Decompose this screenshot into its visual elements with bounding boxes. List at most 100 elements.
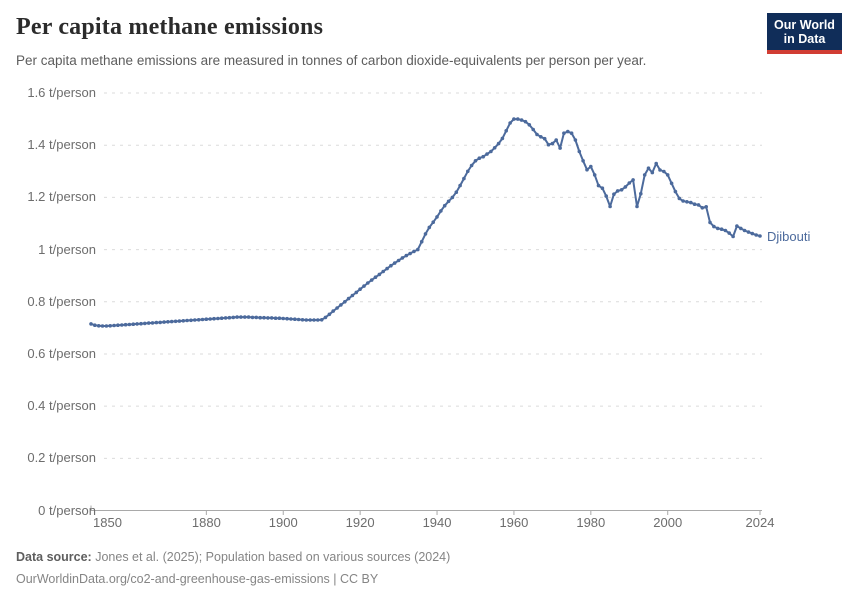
djibouti-data-point[interactable]: [139, 321, 143, 326]
djibouti-data-point[interactable]: [615, 189, 620, 193]
djibouti-data-point[interactable]: [596, 183, 601, 188]
djibouti-data-point[interactable]: [131, 322, 136, 327]
djibouti-data-point[interactable]: [381, 269, 386, 274]
djibouti-data-point[interactable]: [546, 142, 551, 147]
djibouti-data-point[interactable]: [496, 141, 501, 146]
djibouti-data-point[interactable]: [323, 315, 328, 320]
djibouti-data-point[interactable]: [489, 149, 493, 154]
djibouti-data-point[interactable]: [562, 131, 566, 135]
djibouti-data-point[interactable]: [281, 316, 286, 321]
djibouti-data-point[interactable]: [727, 231, 731, 235]
djibouti-data-point[interactable]: [492, 146, 497, 150]
djibouti-data-point[interactable]: [723, 228, 728, 233]
djibouti-data-point[interactable]: [200, 317, 205, 322]
djibouti-data-point[interactable]: [116, 323, 120, 328]
djibouti-data-point[interactable]: [508, 121, 512, 125]
djibouti-data-point[interactable]: [219, 316, 224, 321]
djibouti-data-point[interactable]: [173, 319, 178, 324]
djibouti-data-point[interactable]: [135, 322, 139, 326]
djibouti-data-point[interactable]: [358, 287, 362, 292]
djibouti-data-point[interactable]: [742, 228, 747, 233]
djibouti-data-point[interactable]: [112, 323, 116, 328]
djibouti-data-point[interactable]: [750, 231, 755, 236]
djibouti-data-point[interactable]: [389, 263, 393, 268]
djibouti-data-point[interactable]: [254, 315, 259, 320]
djibouti-data-point[interactable]: [239, 315, 243, 319]
djibouti-data-point[interactable]: [612, 192, 616, 196]
djibouti-data-point[interactable]: [89, 322, 93, 326]
djibouti-data-point[interactable]: [289, 317, 293, 321]
djibouti-data-point[interactable]: [516, 117, 520, 121]
djibouti-data-point[interactable]: [162, 320, 166, 324]
djibouti-data-point[interactable]: [150, 321, 155, 325]
djibouti-data-point[interactable]: [696, 203, 701, 207]
djibouti-data-point[interactable]: [227, 315, 232, 320]
djibouti-data-point[interactable]: [93, 323, 97, 328]
djibouti-data-point[interactable]: [439, 209, 443, 213]
djibouti-data-point[interactable]: [746, 230, 751, 234]
djibouti-data-point[interactable]: [373, 275, 378, 280]
djibouti-data-point[interactable]: [435, 215, 439, 219]
djibouti-data-point[interactable]: [485, 152, 489, 156]
djibouti-data-point[interactable]: [366, 281, 370, 285]
djibouti-data-point[interactable]: [258, 315, 263, 320]
djibouti-data-point[interactable]: [285, 316, 289, 321]
djibouti-data-point[interactable]: [120, 323, 124, 327]
djibouti-data-point[interactable]: [662, 169, 666, 174]
djibouti-data-point[interactable]: [619, 188, 624, 192]
djibouti-data-point[interactable]: [392, 261, 397, 265]
djibouti-data-point[interactable]: [212, 316, 216, 321]
djibouti-data-point[interactable]: [343, 300, 347, 304]
djibouti-data-point[interactable]: [96, 324, 101, 328]
djibouti-data-point[interactable]: [681, 199, 685, 203]
djibouti-data-point[interactable]: [462, 176, 466, 181]
djibouti-data-point[interactable]: [477, 156, 482, 160]
djibouti-data-point[interactable]: [573, 138, 578, 142]
djibouti-data-point[interactable]: [181, 319, 186, 323]
djibouti-data-point[interactable]: [531, 127, 535, 132]
djibouti-data-point[interactable]: [527, 123, 532, 127]
djibouti-data-point[interactable]: [581, 159, 585, 163]
djibouti-data-point[interactable]: [304, 318, 309, 322]
djibouti-data-point[interactable]: [658, 168, 662, 172]
djibouti-data-point[interactable]: [396, 258, 401, 263]
djibouti-data-point[interactable]: [185, 318, 189, 323]
djibouti-data-point[interactable]: [243, 315, 247, 319]
djibouti-data-point[interactable]: [735, 224, 739, 228]
djibouti-data-point[interactable]: [481, 154, 486, 159]
djibouti-data-point[interactable]: [250, 315, 255, 320]
djibouti-data-point[interactable]: [216, 316, 220, 321]
djibouti-data-point[interactable]: [608, 204, 612, 209]
djibouti-data-point[interactable]: [423, 232, 428, 236]
djibouti-data-point[interactable]: [739, 226, 743, 231]
djibouti-data-point[interactable]: [327, 312, 332, 317]
djibouti-data-point[interactable]: [416, 247, 420, 252]
djibouti-data-point[interactable]: [700, 206, 705, 210]
djibouti-data-point[interactable]: [104, 324, 109, 328]
djibouti-data-point[interactable]: [362, 284, 366, 288]
djibouti-data-point[interactable]: [577, 149, 582, 154]
djibouti-data-point[interactable]: [108, 324, 112, 328]
djibouti-data-point[interactable]: [504, 129, 509, 133]
djibouti-data-point[interactable]: [500, 136, 505, 141]
djibouti-data-point[interactable]: [377, 272, 382, 277]
series-label-djibouti[interactable]: Djibouti: [767, 228, 811, 244]
djibouti-data-point[interactable]: [758, 234, 762, 238]
djibouti-data-point[interactable]: [458, 183, 462, 188]
owid-logo[interactable]: Our World in Data: [767, 13, 842, 54]
djibouti-data-point[interactable]: [646, 166, 651, 170]
djibouti-data-point[interactable]: [704, 205, 708, 209]
djibouti-data-point[interactable]: [246, 315, 251, 319]
djibouti-data-point[interactable]: [442, 203, 447, 208]
djibouti-data-point[interactable]: [569, 131, 574, 135]
djibouti-data-point[interactable]: [269, 316, 274, 320]
djibouti-data-point[interactable]: [319, 318, 324, 322]
djibouti-data-point[interactable]: [400, 256, 405, 260]
djibouti-data-point[interactable]: [177, 319, 182, 323]
djibouti-data-point[interactable]: [550, 141, 555, 146]
djibouti-data-point[interactable]: [262, 315, 266, 320]
djibouti-data-point[interactable]: [554, 138, 558, 142]
djibouti-data-point[interactable]: [708, 220, 712, 225]
djibouti-data-point[interactable]: [231, 315, 236, 320]
djibouti-data-point[interactable]: [731, 234, 735, 239]
